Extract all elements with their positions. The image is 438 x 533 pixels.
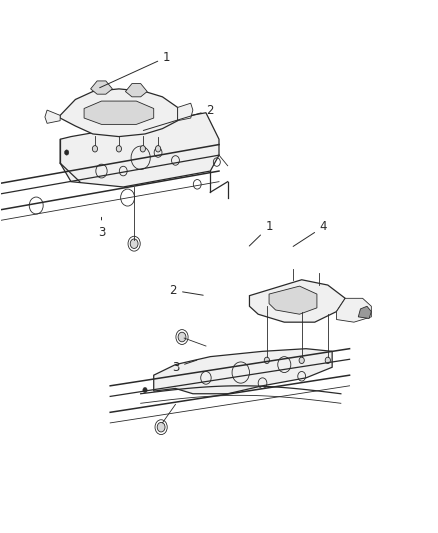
Text: 3: 3 (98, 217, 105, 239)
Polygon shape (154, 349, 332, 394)
Circle shape (264, 357, 269, 364)
Polygon shape (358, 306, 371, 318)
Text: 1: 1 (249, 220, 273, 246)
Circle shape (178, 332, 186, 342)
Circle shape (143, 387, 147, 393)
Circle shape (299, 357, 304, 364)
Text: 2: 2 (170, 284, 203, 297)
Circle shape (64, 150, 69, 155)
Polygon shape (125, 84, 147, 97)
Circle shape (116, 146, 121, 152)
Text: 4: 4 (293, 220, 327, 246)
Text: 1: 1 (100, 51, 170, 88)
Circle shape (92, 146, 98, 152)
Polygon shape (250, 280, 345, 322)
Polygon shape (45, 110, 60, 123)
Text: 3: 3 (172, 360, 197, 374)
Polygon shape (269, 286, 317, 314)
Polygon shape (336, 298, 371, 322)
Polygon shape (60, 89, 178, 136)
Polygon shape (178, 103, 193, 120)
Circle shape (155, 146, 161, 152)
Circle shape (130, 239, 138, 248)
Polygon shape (91, 81, 113, 94)
Circle shape (140, 146, 145, 152)
Circle shape (157, 422, 165, 432)
Polygon shape (84, 101, 154, 124)
Polygon shape (60, 113, 219, 187)
Text: 2: 2 (143, 103, 214, 131)
Circle shape (325, 357, 330, 364)
